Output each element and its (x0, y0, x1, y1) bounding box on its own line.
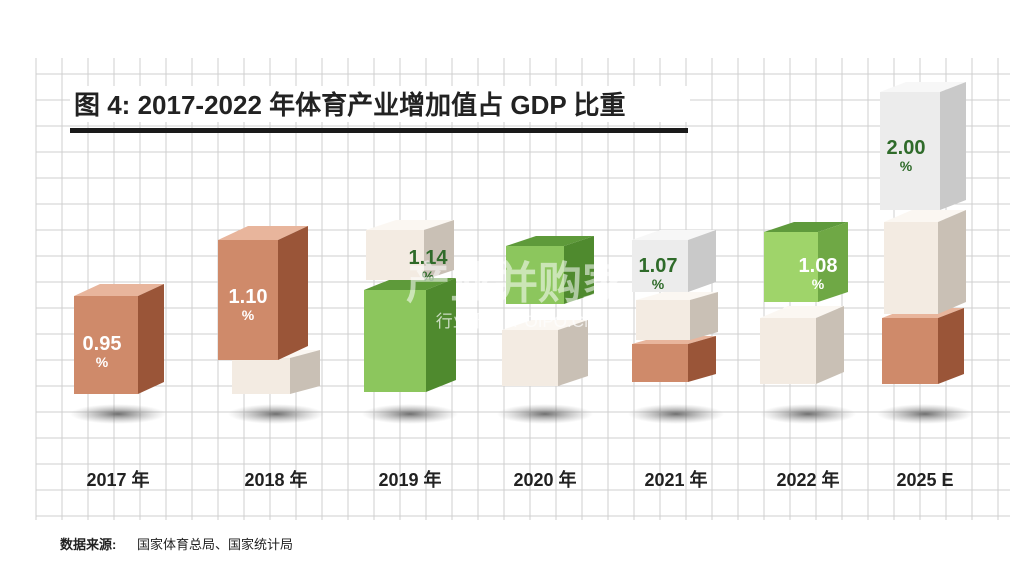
bar-block (884, 210, 966, 314)
bar-shadow (760, 404, 856, 424)
bar-stack (364, 220, 456, 392)
data-label: 1.10 (229, 286, 268, 308)
bar-block (366, 220, 454, 280)
source-note: 数据来源: 国家体育总局、国家统计局 (56, 532, 326, 554)
source-label: 数据来源: (60, 537, 116, 552)
x-tick-label: 2017 年 (86, 469, 149, 490)
bar-stack (218, 226, 320, 394)
data-label: 1.07 (639, 255, 678, 277)
bar-block (764, 222, 848, 302)
bar-block (760, 306, 844, 384)
x-tick-label: 2018 年 (244, 469, 307, 490)
bar-stack (632, 230, 718, 382)
bar-block (882, 308, 964, 384)
bar-block (506, 236, 594, 304)
watermark-main-text: 产业并购家 (406, 259, 626, 308)
bar-block (74, 284, 164, 394)
data-label: 1.14 (409, 247, 449, 269)
bar-block (364, 278, 456, 392)
data-label-unit: % (242, 307, 255, 323)
bar-shadow (628, 404, 724, 424)
data-label-unit: % (96, 354, 109, 370)
bar-stack (74, 284, 164, 394)
data-label-unit: % (900, 158, 913, 174)
x-tick-label: 2025 E (896, 470, 953, 490)
bar-stack (880, 82, 966, 384)
data-label-unit: % (652, 276, 665, 292)
data-label-unit: % (422, 268, 435, 284)
x-axis: 2017 年 2018 年 2019 年 2020 年 2021 年 2022 年 2025… (86, 469, 953, 490)
x-tick-label: 2022 年 (776, 469, 839, 490)
source-text: 国家体育总局、国家统计局 (137, 537, 293, 552)
bar-shadow (362, 404, 458, 424)
bar-block (218, 226, 308, 360)
labels-layer: 0.95%1.10%1.14% 1.07%1.08%2.00% (83, 137, 926, 370)
bar-shadow (228, 404, 324, 424)
bar-block (632, 336, 716, 382)
watermark: 产业并购家 行业报告 IPOIPO.CN (406, 259, 626, 331)
data-label: 0.95 (83, 333, 122, 355)
bar-stack (502, 236, 594, 386)
blocks-layer (74, 82, 966, 394)
chart-title-text: 图 4: 2017-2022 年体育产业增加值占 GDP 比重 (74, 90, 625, 120)
data-label: 1.08 (799, 255, 838, 277)
bar-shadow (497, 404, 593, 424)
bar-shadow (70, 404, 166, 424)
data-label-unit: % (812, 276, 825, 292)
watermark-sub-text: 行业报告 IPOIPO.CN (436, 312, 597, 331)
bar-block (636, 292, 718, 340)
bar-block (880, 82, 966, 210)
data-label: 2.00 (887, 137, 926, 159)
shadow-layer (70, 404, 973, 424)
x-tick-label: 2021 年 (644, 469, 707, 490)
bar-block (632, 230, 716, 292)
bar-stack (760, 222, 848, 384)
x-tick-label: 2020 年 (513, 469, 576, 490)
title-underline (70, 128, 688, 133)
x-tick-label: 2019 年 (378, 469, 441, 490)
chart-title: 图 4: 2017-2022 年体育产业增加值占 GDP 比重 (70, 86, 690, 133)
bar-block (232, 350, 320, 394)
bar-block (502, 320, 588, 386)
bar-shadow (877, 404, 973, 424)
